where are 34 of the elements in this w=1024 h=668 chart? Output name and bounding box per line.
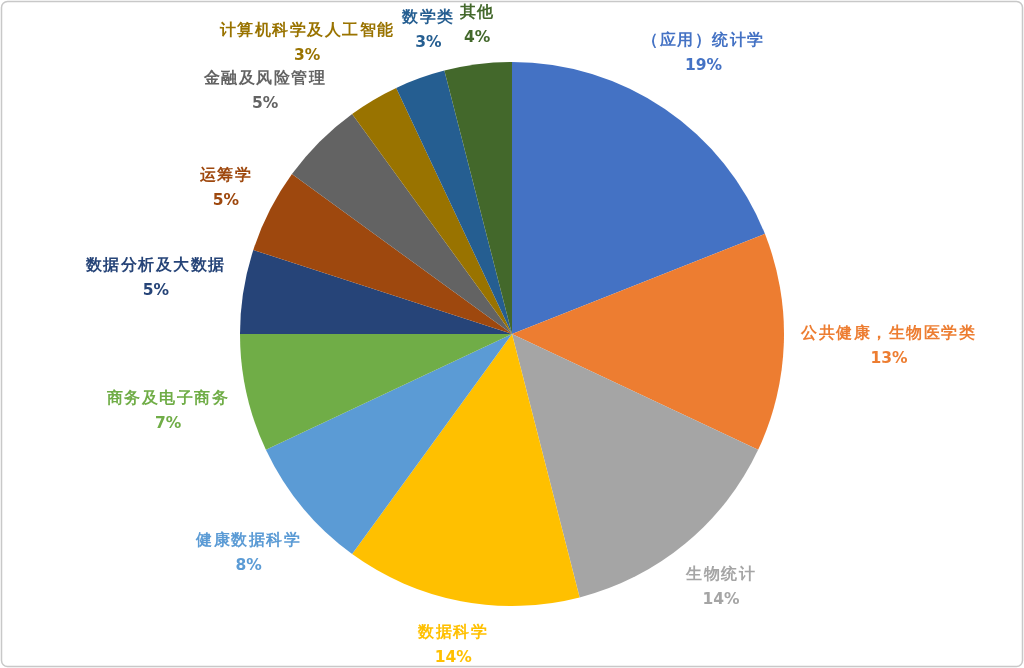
data-label: 19%	[684, 56, 723, 75]
slice-label: 公共健康，生物医学类	[800, 324, 977, 343]
pie-slice	[265, 334, 512, 555]
slice-label: 运筹学	[198, 166, 253, 185]
pie-slice	[291, 113, 512, 334]
data-label: 14%	[702, 589, 741, 608]
data-label: 3%	[415, 33, 442, 52]
slice-label: 健康数据科学	[195, 530, 302, 549]
slice-label: 数据分析及大数据	[84, 256, 226, 275]
pie-slice	[444, 62, 512, 334]
data-label: 7%	[154, 414, 182, 433]
slice-label: 生物统计	[685, 564, 757, 583]
data-label: 5%	[212, 191, 240, 210]
pie-slice	[352, 334, 580, 606]
pie-slice	[240, 334, 512, 450]
data-label: 5%	[142, 281, 170, 300]
data-label: 13%	[870, 349, 908, 368]
data-label: 5%	[251, 94, 279, 113]
slice-label: 其他	[458, 3, 495, 22]
slice-label: 数据科学	[417, 622, 489, 641]
slice-label: 计算机科学及人工智能	[218, 21, 395, 40]
pie-slice	[253, 174, 512, 334]
pie-slice	[512, 233, 784, 450]
slice-label: 商务及电子商务	[105, 389, 230, 408]
pie-slice	[240, 249, 512, 334]
slice-label: （应用）统计学	[642, 30, 765, 50]
data-label: 14%	[434, 647, 473, 666]
slice-label: 数学类	[401, 8, 455, 27]
pie-slice	[352, 87, 512, 334]
data-label: 4%	[464, 28, 491, 47]
slice-label: 金融及风险管理	[202, 69, 327, 88]
pie-slice	[396, 70, 512, 334]
data-label: 3%	[294, 46, 321, 65]
data-label: 8%	[235, 555, 263, 574]
